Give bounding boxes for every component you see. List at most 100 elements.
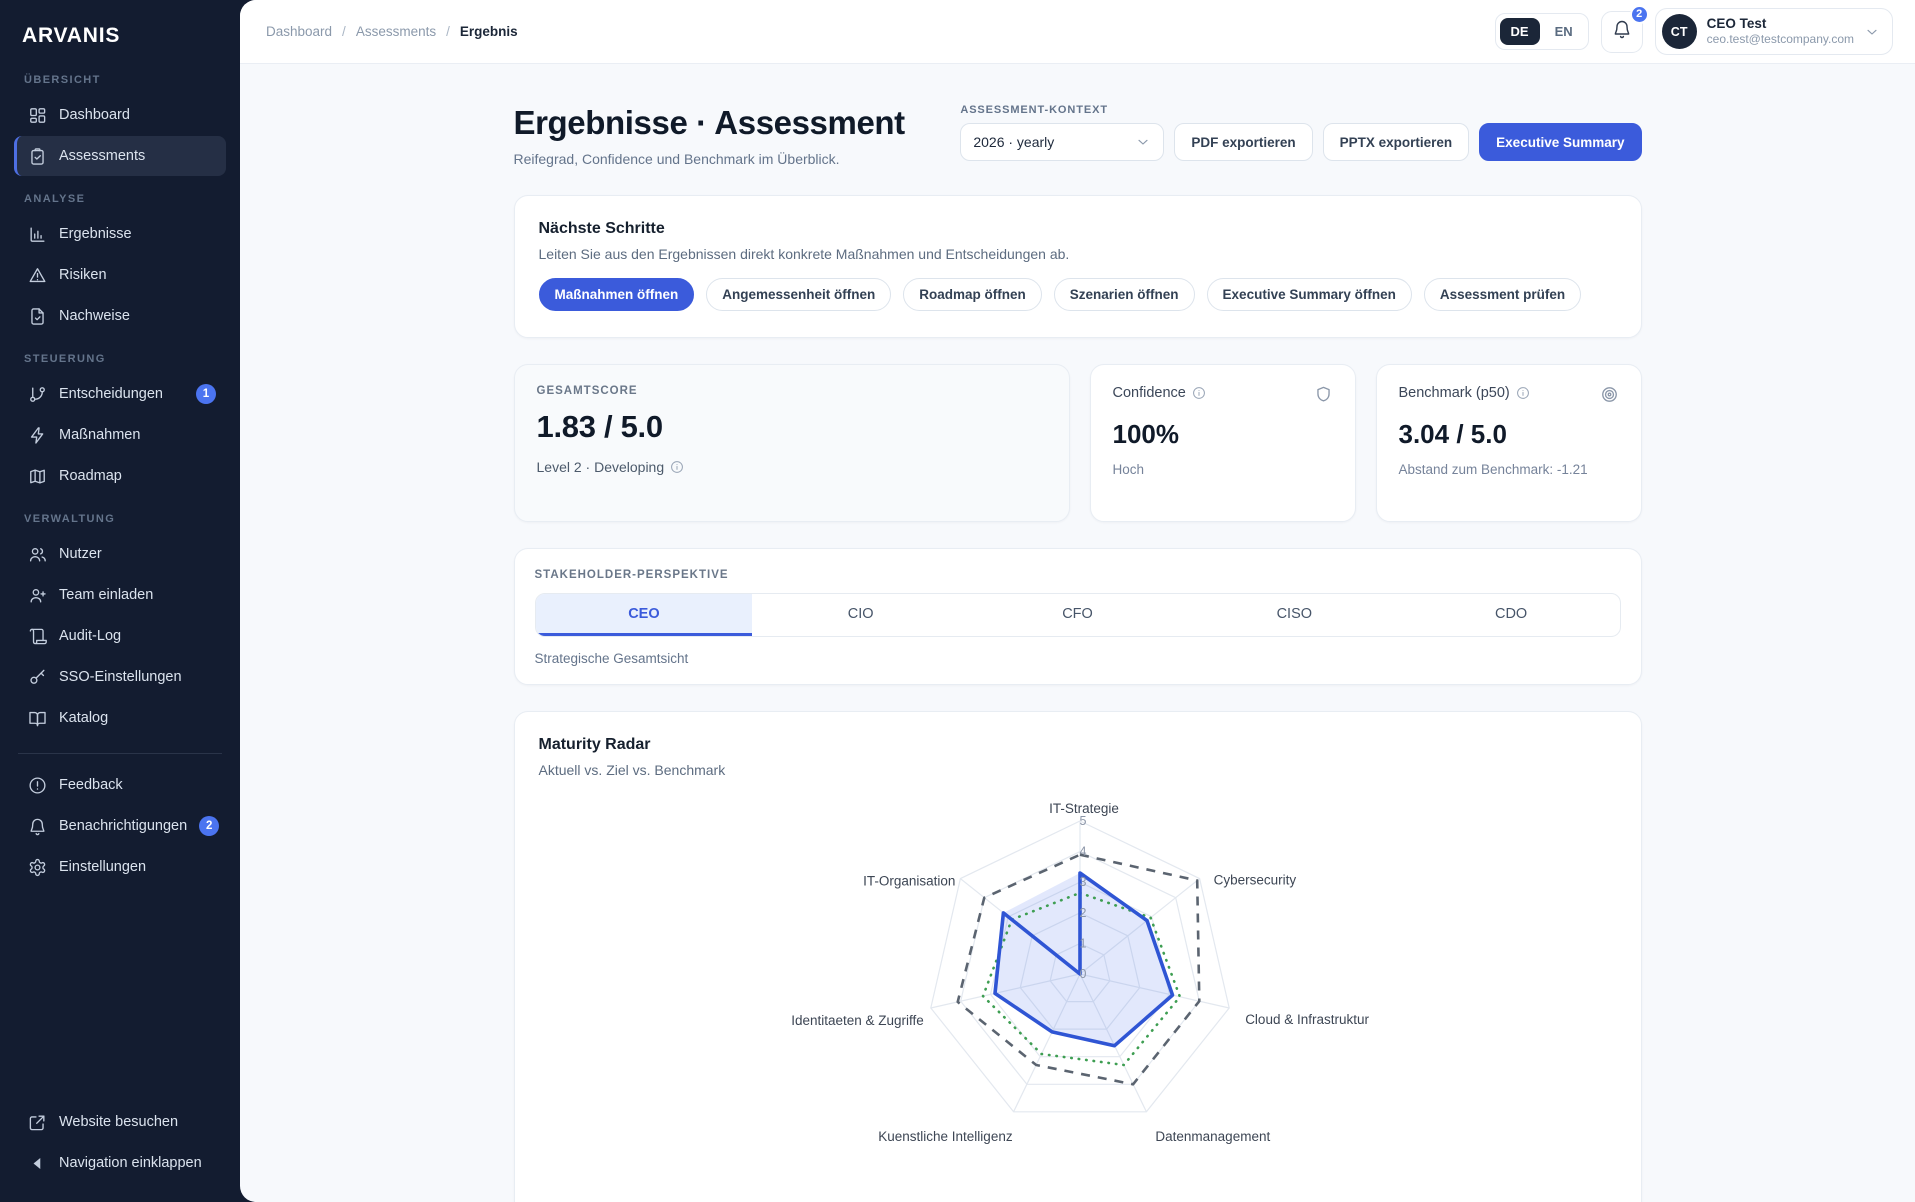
tab-cfo[interactable]: CFO xyxy=(1062,605,1093,622)
action-assessment-pr-fen[interactable]: Assessment prüfen xyxy=(1423,278,1582,311)
assessment-context-select[interactable]: 2026 · yearly xyxy=(960,123,1165,161)
language-en-button[interactable]: EN xyxy=(1554,24,1573,39)
notification-badge: 2 xyxy=(1629,4,1649,24)
benchmark-card: Benchmark (p50) 3.04 / 5.0 Abstand zum B… xyxy=(1375,364,1642,522)
radar-axis-label: Kuenstliche Intelligenz xyxy=(878,1129,1013,1144)
score-cards-row: GESAMTSCORE 1.83 / 5.0 Level 2 · Develop… xyxy=(513,364,1642,522)
tab-cdo[interactable]: CDO xyxy=(1494,605,1528,622)
breadcrumb-assessments[interactable]: Assessments xyxy=(355,24,437,39)
sidebar-item-ma-nahmen[interactable]: Maßnahmen xyxy=(14,415,226,455)
sidebar-item-audit-log[interactable]: Audit-Log xyxy=(14,616,226,656)
sidebar-item-team-einladen[interactable]: Team einladen xyxy=(14,575,226,615)
next-steps-title: Nächste Schritte xyxy=(538,220,665,237)
action-roadmap-ffnen[interactable]: Roadmap öffnen xyxy=(903,278,1042,311)
sidebar-item-label: Roadmap xyxy=(59,468,122,484)
breadcrumb-ergebnis: Ergebnis xyxy=(459,24,518,39)
sidebar-item-label: SSO-Einstellungen xyxy=(59,669,182,685)
sidebar-item-label: Feedback xyxy=(59,777,123,793)
sidebar-item-nachweise[interactable]: Nachweise xyxy=(14,296,226,336)
sidebar-item-risiken[interactable]: Risiken xyxy=(14,255,226,295)
sidebar-item-feedback[interactable]: Feedback xyxy=(14,765,226,805)
user-menu[interactable]: CT CEO Test ceo.test@testcompany.com xyxy=(1654,8,1893,55)
sidebar-item-label: Audit-Log xyxy=(59,628,122,644)
benchmark-value: 3.04 / 5.0 xyxy=(1398,419,1507,449)
sidebar-item-label: Website besuchen xyxy=(59,1114,179,1130)
count-badge: 1 xyxy=(196,384,216,404)
sidebar-item-katalog[interactable]: Katalog xyxy=(14,698,226,738)
assessment-context-label: ASSESSMENT-KONTEXT xyxy=(960,104,1108,116)
confidence-label: Confidence xyxy=(1113,385,1206,401)
sidebar-item-website-besuchen[interactable]: Website besuchen xyxy=(14,1102,226,1142)
action-szenarien-ffnen[interactable]: Szenarien öffnen xyxy=(1053,278,1195,311)
top-bar: Dashboard / Assessments / Ergebnis DE EN 2 C… xyxy=(240,0,1915,64)
export-pptx-button[interactable]: PPTX exportieren xyxy=(1322,123,1470,161)
action-angemessenheit-ffnen[interactable]: Angemessenheit öffnen xyxy=(706,278,892,311)
sidebar-nav: Übersicht Dashboard Assessments Analyse Erge… xyxy=(14,58,226,739)
sidebar-item-label: Dashboard xyxy=(59,107,130,123)
info-icon[interactable] xyxy=(1192,386,1206,400)
sidebar-item-entscheidungen[interactable]: Entscheidungen 1 xyxy=(14,374,226,414)
radar-axis-label: Cybersecurity xyxy=(1213,873,1296,888)
sidebar-item-benachrichtigungen[interactable]: Benachrichtigungen 2 xyxy=(14,806,226,846)
sidebar-item-nutzer[interactable]: Nutzer xyxy=(14,534,226,574)
sidebar-section-label: Verwaltung xyxy=(24,513,116,525)
export-pdf-button[interactable]: PDF exportieren xyxy=(1174,123,1313,161)
breadcrumb: Dashboard / Assessments / Ergebnis xyxy=(266,24,518,39)
sidebar-item-ergebnisse[interactable]: Ergebnisse xyxy=(14,214,226,254)
notifications-button[interactable]: 2 xyxy=(1600,4,1649,53)
sidebar-item-label: Risiken xyxy=(59,267,107,283)
stakeholder-tabbar: CEO CIO CFO CISO CDO xyxy=(534,593,1621,637)
page-head: Ergebnisse · Assessment Reifegrad, Confi… xyxy=(514,104,1642,167)
chevron-down-icon xyxy=(1864,24,1880,40)
benchmark-sub: Abstand zum Benchmark: -1.21 xyxy=(1398,462,1588,477)
action-executive-summary-ffnen[interactable]: Executive Summary öffnen xyxy=(1206,278,1412,311)
tab-cio[interactable]: CIO xyxy=(847,605,874,622)
svg-text:5: 5 xyxy=(1079,814,1086,828)
user-email: ceo.test@testcompany.com xyxy=(1706,32,1854,47)
bell-icon xyxy=(1612,19,1632,44)
sidebar-item-einstellungen[interactable]: Einstellungen xyxy=(14,847,226,887)
info-icon[interactable] xyxy=(670,460,684,474)
language-de-button[interactable]: DE xyxy=(1499,18,1540,45)
sidebar-item-assessments[interactable]: Assessments xyxy=(14,136,226,176)
sidebar-section-label: Übersicht xyxy=(24,74,101,86)
sidebar-item-label: Nachweise xyxy=(59,308,130,324)
sidebar-item-roadmap[interactable]: Roadmap xyxy=(14,456,226,496)
tab-ciso[interactable]: CISO xyxy=(1276,605,1313,622)
stakeholder-label: STAKEHOLDER-PERSPEKTIVE xyxy=(534,569,729,581)
sidebar-footer-nav: Feedback Benachrichtigungen 2 Einstellungen xyxy=(14,764,226,888)
gesamtscore-sub: Level 2 · Developing xyxy=(537,459,1047,475)
tab-ceo[interactable]: CEO xyxy=(535,594,753,636)
breadcrumb-separator: / xyxy=(342,24,346,39)
sidebar-section-label: Steuerung xyxy=(24,353,106,365)
target-icon xyxy=(1600,385,1619,409)
gesamtscore-card: GESAMTSCORE 1.83 / 5.0 Level 2 · Develop… xyxy=(513,364,1070,522)
sidebar-item-label: Einstellungen xyxy=(59,859,147,875)
stakeholder-card: STAKEHOLDER-PERSPEKTIVE CEO CIO CFO CISO CDO… xyxy=(513,548,1642,685)
user-meta: CEO Test ceo.test@testcompany.com xyxy=(1707,16,1854,48)
dashboard-icon xyxy=(27,105,47,125)
breadcrumb-separator: / xyxy=(446,24,450,39)
next-steps-card: Nächste Schritte Leiten Sie aus den Erge… xyxy=(513,195,1642,338)
sidebar-item-label: Navigation einklappen xyxy=(59,1155,202,1171)
breadcrumb-dashboard[interactable]: Dashboard xyxy=(266,24,333,39)
sidebar-item-sso-einstellungen[interactable]: SSO-Einstellungen xyxy=(14,657,226,697)
user-plus-icon xyxy=(27,585,47,605)
page-controls: ASSESSMENT-KONTEXT 2026 · yearly PDF exp… xyxy=(960,104,1642,161)
page-title: Ergebnisse · Assessment xyxy=(513,104,906,141)
page-subtitle: Reifegrad, Confidence und Benchmark im Ü… xyxy=(513,151,840,167)
sidebar-item-navigation-einklappen[interactable]: Navigation einklappen xyxy=(14,1143,226,1183)
chevron-down-icon xyxy=(1135,134,1151,150)
info-icon[interactable] xyxy=(1516,386,1530,400)
git-branch-icon xyxy=(27,384,47,404)
book-icon xyxy=(27,708,47,728)
radar-axis-label: Identitaeten & Zugriffe xyxy=(791,1013,924,1028)
collapse-icon xyxy=(27,1153,47,1173)
bell-icon xyxy=(27,816,47,836)
content-scroll-area[interactable]: Ergebnisse · Assessment Reifegrad, Confi… xyxy=(240,64,1915,1202)
stakeholder-description: Strategische Gesamtsicht xyxy=(534,651,689,666)
bar-chart-icon xyxy=(27,224,47,244)
sidebar-item-dashboard[interactable]: Dashboard xyxy=(14,95,226,135)
action-ma-nahmen-ffnen[interactable]: Maßnahmen öffnen xyxy=(538,278,695,311)
executive-summary-button[interactable]: Executive Summary xyxy=(1479,123,1642,161)
